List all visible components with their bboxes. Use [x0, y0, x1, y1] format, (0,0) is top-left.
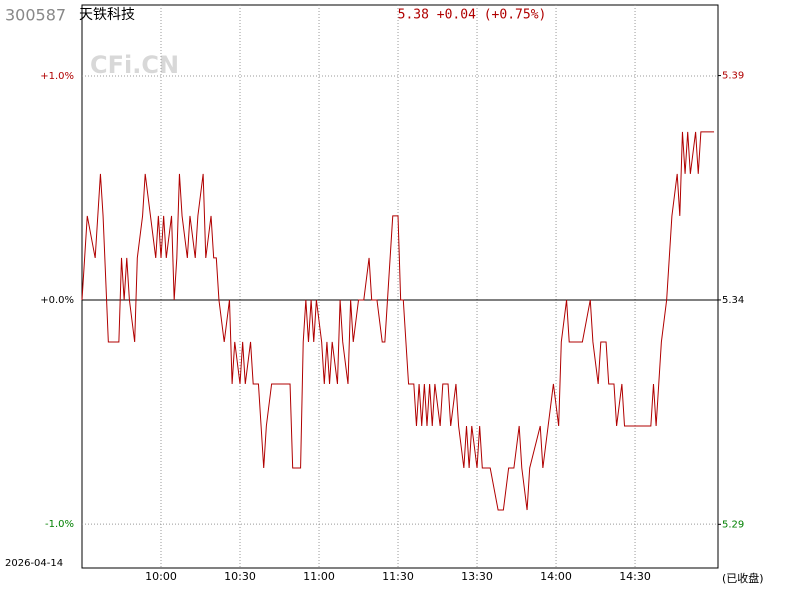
x-tick-label: 13:30 [461, 570, 493, 583]
x-tick-label: 11:00 [303, 570, 335, 583]
stock-code: 300587 [5, 6, 66, 25]
y2-tick-label: 5.39 [722, 71, 744, 82]
status: (已收盘) [722, 571, 764, 585]
plot-frame [81, 4, 719, 569]
stock-name: 天铁科技 [79, 7, 135, 23]
price-line [81, 131, 715, 511]
y-tick-label: +1.0% [40, 71, 74, 82]
quote: 5.38 +0.04 (+0.75%) [398, 8, 547, 23]
y-tick-label: -1.0% [45, 519, 74, 530]
y2-tick-label: 5.29 [722, 519, 744, 530]
watermark: CFi.CN [90, 51, 179, 79]
x-tick-label: 11:30 [382, 570, 414, 583]
y2-tick-label: 5.34 [722, 295, 744, 306]
x-tick-label: 14:00 [540, 570, 572, 583]
x-tick-label: 14:30 [619, 570, 651, 583]
x-tick-label: 10:00 [145, 570, 177, 583]
date: 2026-04-14 [5, 558, 63, 569]
y-tick-label: +0.0% [40, 295, 74, 306]
x-tick-label: 10:30 [224, 570, 256, 583]
